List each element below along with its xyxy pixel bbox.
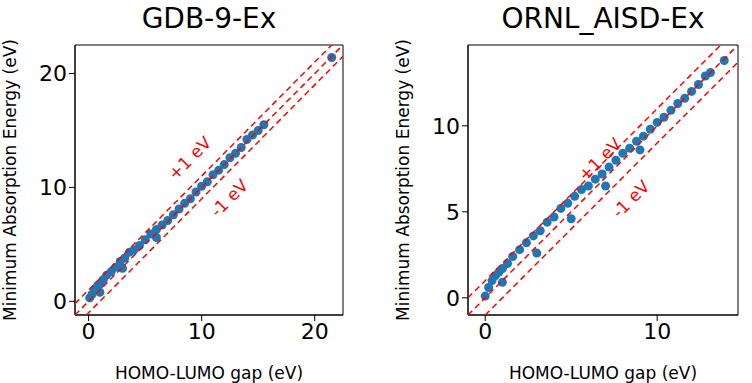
svg-text:10: 10	[188, 319, 216, 344]
html-text:ORNL_AISD-Ex: ORNL_AISD-Ex	[501, 2, 705, 35]
svg-text:+1 eV: +1 eV	[164, 132, 216, 184]
svg-text:20: 20	[301, 319, 329, 344]
svg-text:-1 eV: -1 eV	[608, 176, 654, 222]
svg-text:0: 0	[82, 319, 96, 344]
svg-text:20: 20	[39, 61, 67, 86]
svg-text:-1 eV: -1 eV	[206, 175, 252, 221]
svg-text:0: 0	[478, 319, 492, 344]
svg-text:10: 10	[643, 319, 671, 344]
svg-text:HOMO-LUMO gap (eV): HOMO-LUMO gap (eV)	[509, 363, 697, 383]
svg-text:Minimum Absorption Energy (eV): Minimum Absorption Energy (eV)	[8, 39, 20, 321]
svg-text:HOMO-LUMO gap (eV): HOMO-LUMO gap (eV)	[115, 363, 303, 383]
html-text:GDB-9-Ex: GDB-9-Ex	[141, 2, 277, 35]
svg-text:10: 10	[432, 114, 460, 139]
svg-text:0: 0	[53, 289, 67, 314]
svg-text:10: 10	[39, 175, 67, 200]
svg-text:+1 eV: +1 eV	[574, 134, 626, 186]
svg-text:0: 0	[446, 286, 460, 311]
svg-text:5: 5	[446, 200, 460, 225]
svg-text:Minimum Absorption Energy (eV): Minimum Absorption Energy (eV)	[393, 39, 413, 321]
